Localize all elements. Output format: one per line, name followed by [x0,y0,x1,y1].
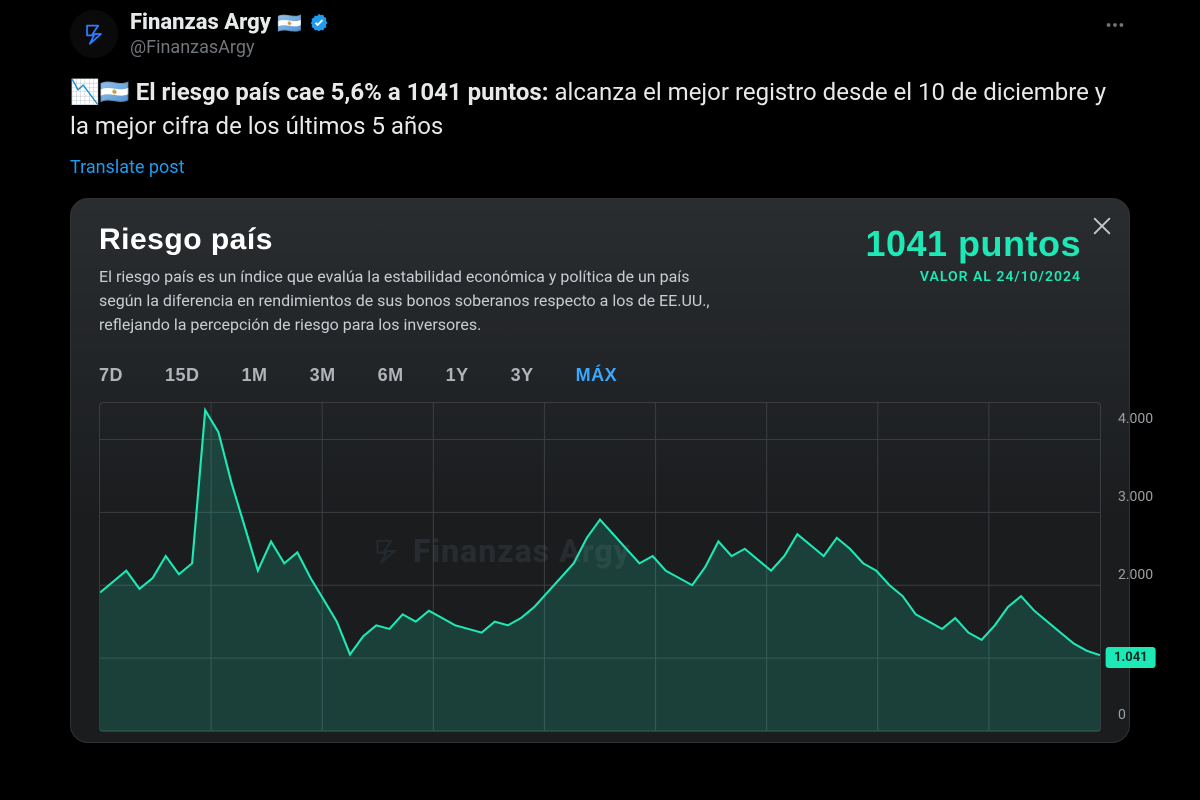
range-tab-3m[interactable]: 3M [310,365,336,386]
tweet-header: Finanzas Argy 🇦🇷 @FinanzasArgy [70,10,1130,58]
card-header: Riesgo país El riesgo país es un índice … [99,223,1101,337]
ytick-0: 0 [1108,707,1153,723]
card-close-button[interactable] [1091,215,1113,237]
tweet-text: 📉🇦🇷 El riesgo país cae 5,6% a 1041 punto… [70,76,1130,143]
range-tabs: 7D 15D 1M 3M 6M 1Y 3Y MÁX [99,365,1101,386]
ytick-2000: 2.000 [1108,567,1153,583]
user-info: Finanzas Argy 🇦🇷 @FinanzasArgy [130,10,330,58]
tweet-bold: El riesgo país cae 5,6% a 1041 puntos: [130,78,549,106]
card-value: 1041 puntos [865,223,1081,265]
avatar-logo-icon [80,20,108,48]
range-tab-1m[interactable]: 1M [242,365,268,386]
range-tab-max[interactable]: MÁX [576,365,618,386]
ytick-3000: 3.000 [1108,489,1153,505]
y-axis-labels: 4.000 3.000 2.000 0 [1063,403,1108,731]
close-icon [1091,215,1113,237]
translate-link[interactable]: Translate post [70,157,1130,178]
card-right: 1041 puntos VALOR AL 24/10/2024 [865,223,1101,285]
chart-card: Riesgo país El riesgo país es un índice … [70,198,1130,743]
card-title: Riesgo país [99,223,719,257]
range-tab-6m[interactable]: 6M [378,365,404,386]
chart-area[interactable]: Finanzas Argy 4.000 3.000 2.000 0 1.041 [99,402,1101,732]
more-icon [1104,14,1126,36]
line-chart [100,403,1100,731]
flag-icon: 🇦🇷 [277,11,302,35]
range-tab-1y[interactable]: 1Y [446,365,469,386]
tweet-container: Finanzas Argy 🇦🇷 @FinanzasArgy 📉🇦🇷 El ri… [70,10,1130,743]
card-left: Riesgo país El riesgo país es un índice … [99,223,719,337]
card-date: VALOR AL 24/10/2024 [865,269,1081,285]
tweet-emoji-prefix: 📉🇦🇷 [70,78,130,106]
range-tab-7d[interactable]: 7D [99,365,123,386]
verified-badge-icon [308,12,330,34]
card-description: El riesgo país es un índice que evalúa l… [99,265,719,337]
name-row: Finanzas Argy 🇦🇷 [130,10,330,35]
ytick-4000: 4.000 [1108,411,1153,427]
range-tab-15d[interactable]: 15D [165,365,200,386]
display-name[interactable]: Finanzas Argy [130,10,271,35]
current-value-badge: 1.041 [1106,647,1156,668]
range-tab-3y[interactable]: 3Y [511,365,534,386]
avatar[interactable] [70,10,118,58]
user-handle[interactable]: @FinanzasArgy [130,37,330,58]
more-button[interactable] [1100,10,1130,44]
